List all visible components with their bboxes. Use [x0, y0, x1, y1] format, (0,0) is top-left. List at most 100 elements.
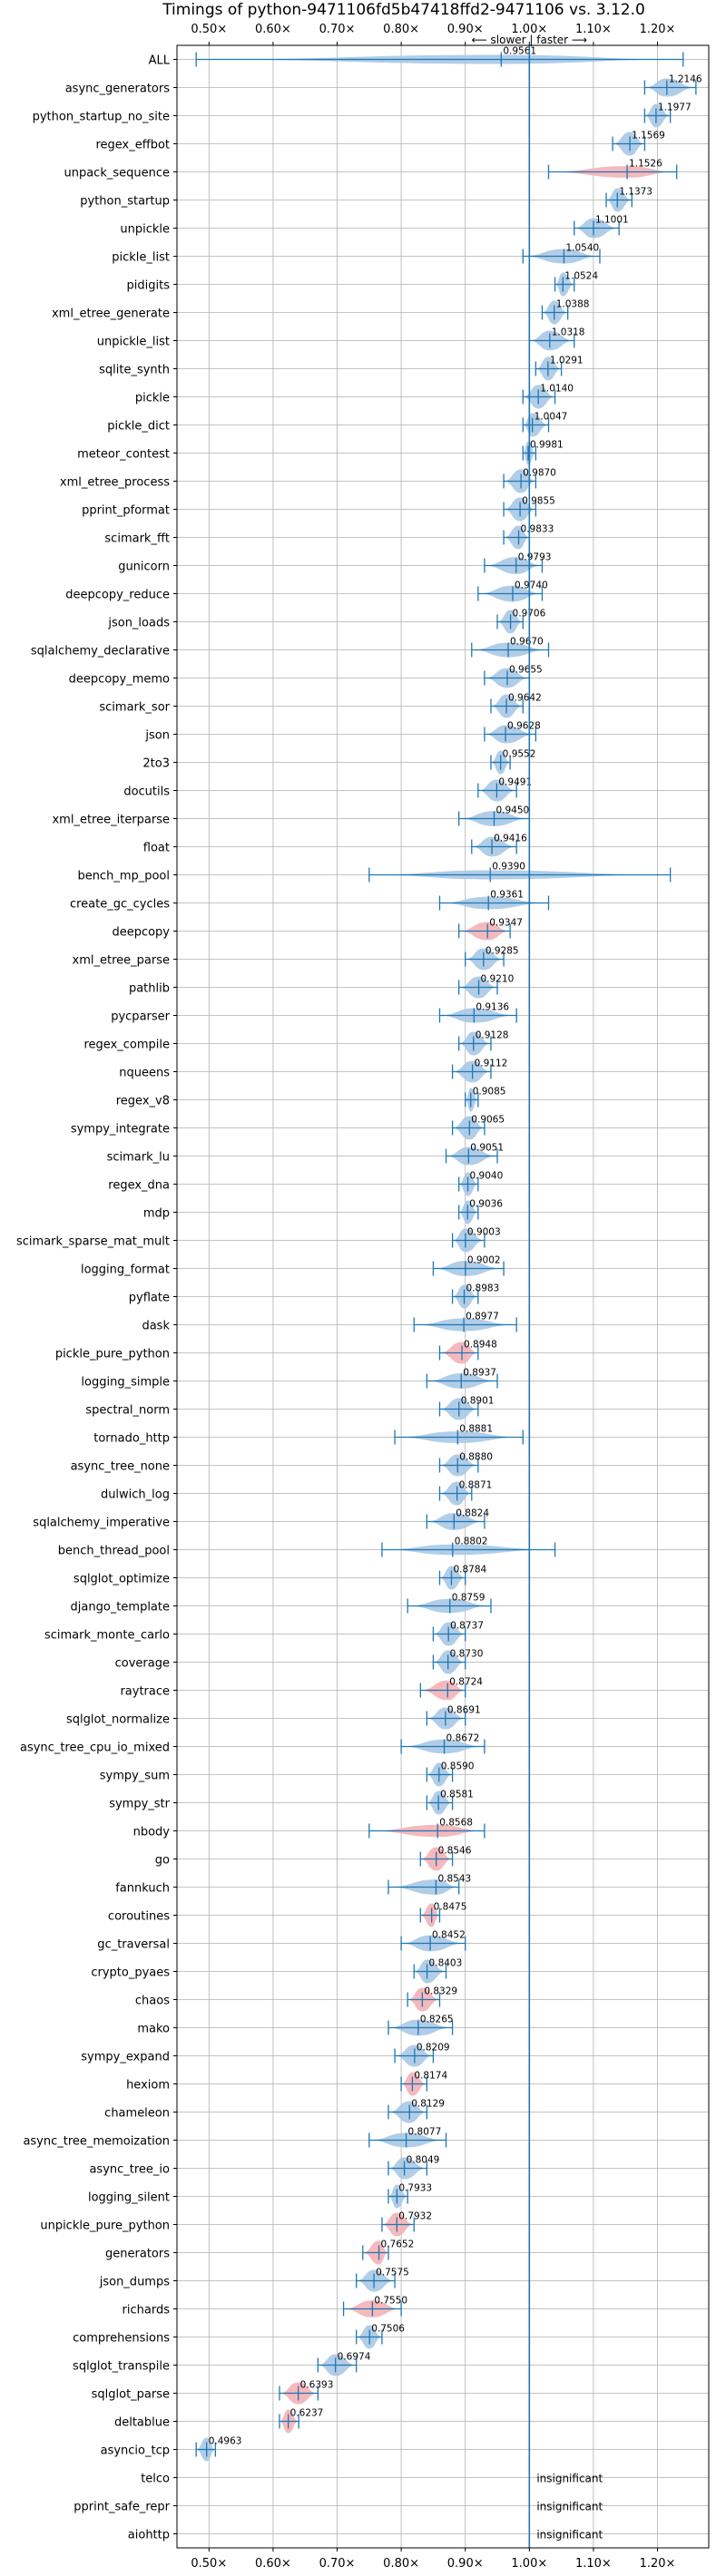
benchmark-label: pickle_pure_python	[55, 1348, 170, 1361]
benchmark-label: aiohttp	[128, 2529, 170, 2542]
benchmark-label: scimark_monte_carlo	[44, 1629, 170, 1643]
median-value-label: 0.8802	[455, 1537, 488, 1547]
benchmark-label: scimark_fft	[104, 532, 170, 546]
median-value-label: 0.9793	[518, 552, 552, 563]
x-tick-label-top: 0.50×	[191, 23, 227, 36]
median-value-label: 0.8730	[450, 1649, 484, 1660]
median-value-label: 0.9285	[486, 946, 519, 957]
median-value-label: 0.9003	[467, 1227, 501, 1238]
benchmark-label: dulwich_log	[101, 1488, 170, 1502]
median-value-label: 0.8824	[456, 1508, 489, 1519]
median-value-label: 0.7550	[374, 2296, 407, 2307]
median-value-label: 1.2146	[669, 74, 702, 85]
benchmark-label: tornado_http	[93, 1432, 170, 1446]
median-value-label: 0.9112	[475, 1059, 508, 1069]
median-value-label: 0.9416	[494, 834, 527, 844]
median-value-label: 0.9561	[503, 46, 536, 57]
benchmark-label: json_dumps	[99, 2276, 170, 2289]
x-tick-label-top: 0.60×	[255, 23, 291, 36]
median-value-label: 0.8475	[434, 1902, 467, 1913]
benchmark-label: crypto_pyaes	[91, 1966, 170, 1980]
benchmark-label: pyflate	[129, 1292, 170, 1305]
benchmark-label: pathlib	[129, 982, 170, 996]
insignificant-label: insignificant	[536, 2473, 603, 2485]
benchmark-label: sympy_sum	[100, 1770, 170, 1783]
median-value-label: 1.1977	[658, 102, 692, 113]
median-value-label: 0.6237	[290, 2408, 324, 2419]
x-tick-label-bottom: 1.10×	[575, 2557, 612, 2571]
benchmark-label: xml_etree_generate	[52, 307, 170, 321]
median-value-label: 0.9136	[476, 1002, 509, 1013]
benchmark-label: sqlglot_parse	[92, 2388, 170, 2402]
median-value-label: 0.9128	[476, 1030, 509, 1041]
benchmark-label: spectral_norm	[85, 1404, 170, 1418]
benchmark-label: json	[144, 729, 170, 743]
benchmark-label: sympy_str	[109, 1798, 170, 1811]
x-tick-label-bottom: 1.00×	[511, 2557, 547, 2571]
median-value-label: 0.7933	[398, 2183, 432, 2194]
benchmark-label: nqueens	[119, 1067, 170, 1080]
benchmark-label: deepcopy_memo	[69, 673, 170, 687]
benchmark-label: sympy_expand	[81, 2051, 170, 2064]
median-value-label: 0.9210	[481, 974, 515, 985]
median-value-label: 0.8581	[440, 1790, 474, 1800]
benchmark-label: meteor_contest	[77, 448, 170, 462]
median-value-label: 0.9347	[489, 918, 523, 929]
median-value-label: 1.1569	[632, 131, 665, 141]
benchmark-label: pycparser	[111, 1010, 170, 1024]
median-value-label: 0.7652	[381, 2239, 415, 2250]
benchmark-label: gunicorn	[118, 561, 170, 574]
benchmark-label: sympy_integrate	[71, 1123, 170, 1137]
benchmark-label: logging_silent	[88, 2191, 170, 2205]
benchmark-label: xml_etree_process	[60, 476, 170, 490]
median-value-label: 1.0388	[556, 299, 590, 310]
benchmark-label: asyncio_tcp	[101, 2444, 170, 2458]
benchmark-label: ALL	[149, 54, 171, 68]
x-tick-label-top: 0.80×	[383, 23, 419, 36]
median-value-label: 1.0524	[564, 271, 598, 282]
median-value-label: 0.9833	[521, 524, 554, 535]
median-value-label: 0.9051	[470, 1143, 504, 1154]
median-value-label: 0.9855	[522, 496, 555, 507]
benchmark-label: logging_simple	[81, 1376, 170, 1390]
benchmark-label: coroutines	[108, 1910, 170, 1924]
benchmark-label: chameleon	[104, 2107, 170, 2121]
benchmark-label: sqlglot_optimize	[74, 1573, 170, 1586]
x-tick-label-top: 1.20×	[640, 23, 676, 36]
median-value-label: 0.8724	[449, 1677, 483, 1688]
benchmark-label: docutils	[123, 785, 170, 799]
benchmark-label: unpickle_list	[97, 336, 170, 349]
median-value-label: 0.9491	[498, 777, 532, 788]
benchmark-label: mdp	[143, 1207, 170, 1221]
median-value-label: 0.8049	[407, 2155, 440, 2166]
benchmark-label: generators	[105, 2248, 170, 2261]
median-value-label: 0.8672	[446, 1733, 480, 1744]
benchmark-label: bench_thread_pool	[58, 1545, 170, 1558]
median-value-label: 0.8077	[408, 2127, 442, 2138]
median-value-label: 1.1001	[595, 215, 629, 226]
benchmark-label: xml_etree_parse	[73, 954, 170, 968]
median-value-label: 0.8737	[450, 1621, 484, 1632]
median-value-label: 0.9552	[503, 749, 536, 760]
benchmark-label: regex_compile	[83, 1039, 170, 1052]
benchmark-label: async_tree_io	[89, 2163, 170, 2177]
median-value-label: 0.9740	[515, 581, 548, 591]
x-tick-label-bottom: 0.50×	[191, 2557, 227, 2571]
benchmark-label: async_tree_memoization	[23, 2135, 170, 2149]
x-tick-label-bottom: 1.20×	[640, 2557, 676, 2571]
benchmark-label: fannkuch	[115, 1882, 170, 1896]
median-value-label: 0.8174	[414, 2071, 447, 2082]
benchmark-label: deepcopy_reduce	[65, 589, 170, 602]
x-tick-label-bottom: 0.70×	[319, 2557, 356, 2571]
median-value-label: 0.9670	[510, 637, 544, 648]
benchmark-label: async_tree_none	[71, 1460, 170, 1474]
median-value-label: 0.8403	[429, 1958, 463, 1969]
benchmark-label: coverage	[115, 1657, 170, 1671]
median-value-label: 0.8983	[466, 1283, 500, 1294]
median-value-label: 0.8546	[438, 1846, 472, 1857]
x-tick-label-bottom: 0.80×	[383, 2557, 419, 2571]
benchmark-label: sqlalchemy_declarative	[31, 645, 170, 659]
median-value-label: 0.8543	[437, 1874, 471, 1885]
x-tick-label-bottom: 0.60×	[255, 2557, 291, 2571]
